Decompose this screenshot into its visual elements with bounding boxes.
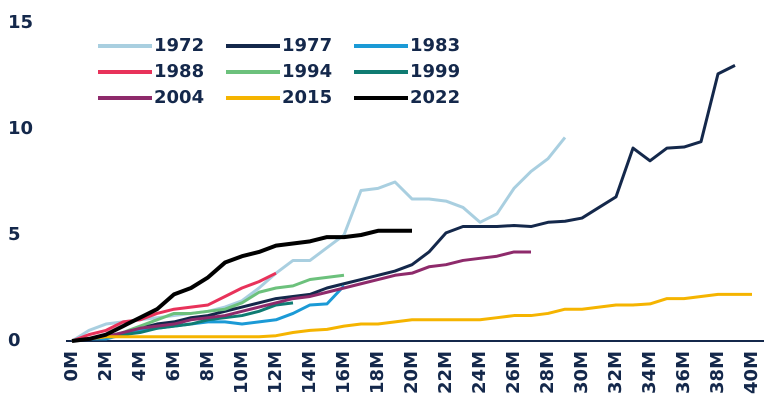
series-line	[71, 136, 567, 343]
x-tick-label: 24M	[469, 351, 490, 394]
x-tick-label: 32M	[605, 351, 626, 394]
legend-label: 1983	[410, 35, 460, 56]
legend-label: 2022	[410, 87, 460, 108]
x-tick-label: 38M	[707, 351, 728, 394]
series-line	[71, 228, 412, 343]
x-tick-label: 10M	[231, 351, 252, 394]
x-tick-label: 0M	[61, 351, 82, 381]
legend-label: 1999	[410, 61, 460, 82]
x-tick-label: 22M	[435, 351, 456, 394]
x-tick-label: 28M	[537, 351, 558, 394]
y-tick-label: 15	[8, 12, 33, 33]
y-tick-label: 10	[8, 118, 33, 139]
x-tick-label: 12M	[265, 351, 286, 394]
x-tick-label: 20M	[401, 351, 422, 394]
x-tick-label: 4M	[129, 351, 150, 381]
legend-label: 1977	[282, 35, 332, 56]
x-tick-label: 6M	[163, 351, 184, 381]
legend-label: 1988	[154, 61, 204, 82]
x-tick-label: 18M	[367, 351, 388, 394]
x-tick-label: 2M	[95, 351, 116, 381]
x-tick-label: 40M	[741, 351, 762, 394]
series-line	[71, 64, 736, 343]
legend-label: 2004	[154, 87, 204, 108]
legend-label: 1972	[154, 35, 204, 56]
x-tick-label: 34M	[639, 351, 660, 394]
series-line	[71, 271, 277, 343]
x-tick-label: 16M	[333, 351, 354, 394]
series-line	[71, 292, 752, 343]
x-tick-label: 30M	[571, 351, 592, 394]
legend-label: 1994	[282, 61, 332, 82]
y-tick-label: 5	[8, 224, 21, 245]
series-line	[71, 250, 531, 343]
legend-label: 2015	[282, 87, 332, 108]
x-tick-label: 14M	[299, 351, 320, 394]
x-tick-label: 26M	[503, 351, 524, 394]
x-tick-label: 36M	[673, 351, 694, 394]
y-tick-label: 0	[8, 330, 21, 351]
x-tick-label: 8M	[197, 351, 218, 381]
